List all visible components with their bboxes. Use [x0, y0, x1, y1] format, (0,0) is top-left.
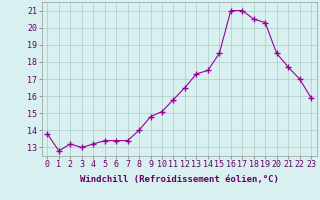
X-axis label: Windchill (Refroidissement éolien,°C): Windchill (Refroidissement éolien,°C)	[80, 175, 279, 184]
